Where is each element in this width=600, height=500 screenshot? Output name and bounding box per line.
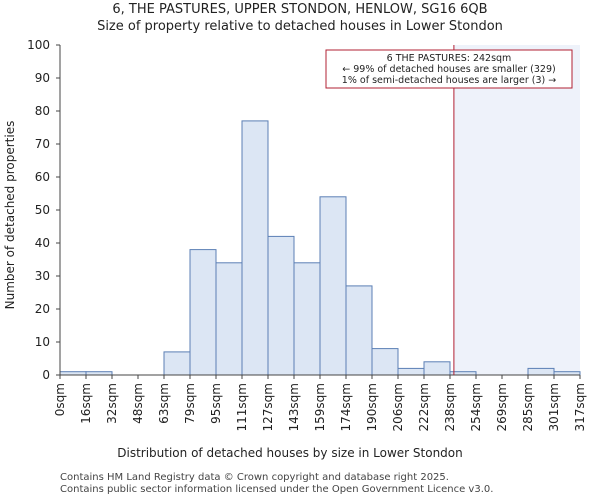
x-tick-label: 16sqm (79, 383, 93, 424)
annotation-line-2: ← 99% of detached houses are smaller (32… (342, 64, 555, 75)
y-axis-label: Number of detached properties (3, 121, 17, 310)
histogram-chart: 0 10 20 30 40 50 60 70 80 90 100 0sqm 16sqm 32sqm 48s… (3, 38, 587, 460)
x-tick-label: 174sqm (339, 383, 353, 431)
bar-143sqm (293, 262, 321, 376)
x-tick-label: 317sqm (573, 383, 587, 431)
x-tick-label: 127sqm (261, 383, 275, 431)
x-tick-label: 285sqm (521, 383, 535, 431)
bar-63sqm (163, 351, 191, 376)
y-tick-label: 100 (27, 38, 50, 52)
bar-127sqm (267, 235, 295, 376)
bar-95sqm (215, 262, 243, 376)
y-tick-label: 70 (35, 137, 50, 151)
footer-copyright: Contains HM Land Registry data © Crown c… (60, 472, 449, 483)
annotation-line-3: 1% of semi-detached houses are larger (3… (342, 75, 556, 86)
x-tick-label: 269sqm (495, 383, 509, 431)
y-tick-label: 60 (35, 170, 50, 184)
y-tick-label: 90 (35, 71, 50, 85)
highlight-region (453, 45, 580, 375)
bar-222sqm (423, 361, 451, 376)
x-tick-label: 238sqm (443, 383, 457, 431)
bar-174sqm (345, 285, 373, 376)
y-tick-label: 40 (35, 236, 50, 250)
bar-111sqm (241, 120, 269, 376)
bar-159sqm (319, 196, 347, 376)
annotation-box (325, 49, 573, 89)
x-axis-label: Distribution of detached houses by size … (117, 446, 463, 460)
x-tick-label: 159sqm (313, 383, 327, 431)
footer-licence: Contains public sector information licen… (60, 484, 494, 495)
chart-subtitle: Size of property relative to detached ho… (97, 19, 503, 34)
x-tick-label: 254sqm (469, 383, 483, 431)
y-tick-label: 80 (35, 104, 50, 118)
x-tick-label: 222sqm (417, 383, 431, 431)
x-tick-label: 301sqm (547, 383, 561, 431)
bar-285sqm (527, 367, 555, 376)
annotation-line-1: 6 THE PASTURES: 242sqm (387, 53, 512, 64)
x-tick-label: 79sqm (183, 383, 197, 424)
y-tick-label: 0 (42, 368, 50, 382)
x-tick-label: 32sqm (105, 383, 119, 424)
x-tick-label: 206sqm (391, 383, 405, 431)
bar-206sqm (397, 367, 425, 376)
x-tick-label: 95sqm (209, 383, 223, 424)
y-tick-label: 20 (35, 302, 50, 316)
x-tick-label: 111sqm (235, 383, 249, 431)
bar-79sqm (189, 249, 217, 376)
bar-190sqm (371, 348, 399, 376)
x-tick-label: 48sqm (131, 383, 145, 424)
x-tick-label: 0sqm (53, 383, 67, 416)
x-tick-label: 63sqm (157, 383, 171, 424)
x-tick-label: 190sqm (365, 383, 379, 431)
y-tick-label: 50 (35, 203, 50, 217)
y-tick-label: 10 (35, 335, 50, 349)
chart-title: 6, THE PASTURES, UPPER STONDON, HENLOW, … (112, 2, 488, 17)
y-tick-label: 30 (35, 269, 50, 283)
x-tick-label: 143sqm (287, 383, 301, 431)
